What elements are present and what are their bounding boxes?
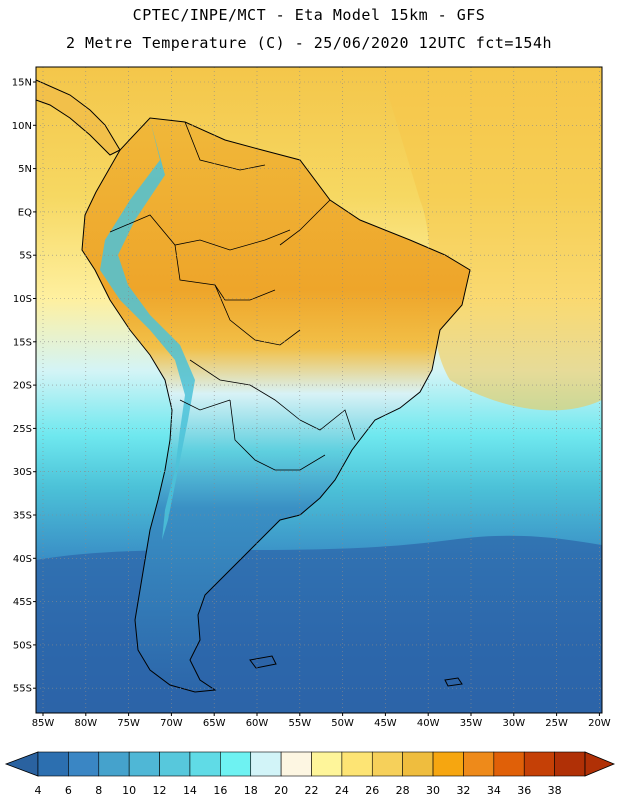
south-georgia <box>444 677 463 687</box>
colorbar-cell <box>493 751 525 777</box>
colorbar-label: 36 <box>517 784 531 797</box>
colorbar-cell <box>280 751 312 777</box>
longitude-label: 75W <box>117 718 140 729</box>
colorbar-label: 6 <box>65 784 72 797</box>
colorbar-label: 28 <box>396 784 410 797</box>
colorbar-cell <box>98 751 130 777</box>
colorbar-label: 20 <box>274 784 288 797</box>
colorbar-label: 38 <box>548 784 562 797</box>
colorbar-high-arrow <box>584 751 616 777</box>
colorbar-label: 10 <box>122 784 136 797</box>
country-borders <box>109 121 356 471</box>
latitude-label: 15N <box>12 78 32 89</box>
andes-cold-strip <box>100 120 195 540</box>
colorbar-label: 4 <box>35 784 42 797</box>
latitude-label: 45S <box>13 597 32 608</box>
colorbar-label: 18 <box>244 784 258 797</box>
longitude-label: 85W <box>32 718 55 729</box>
colorbar-cell <box>402 751 434 777</box>
falkland-islands <box>249 655 277 669</box>
colorbar-cell <box>311 751 343 777</box>
longitude-label: 25W <box>545 718 568 729</box>
longitude-label: 55W <box>288 718 311 729</box>
colorbar-cell <box>159 751 191 777</box>
colorbar-cell <box>432 751 464 777</box>
map-title: CPTEC/INPE/MCT - Eta Model 15km - GFS <box>132 6 486 24</box>
latitude-label: 30S <box>13 467 32 478</box>
colorbar-cell <box>523 751 555 777</box>
longitude-label: 80W <box>74 718 97 729</box>
colorbar-label: 16 <box>213 784 227 797</box>
latitude-labels: 15N 10N 5N EQ 5S 10S 15S 20S 25S 30S 35S 40S 45S 50S 5… <box>12 78 36 695</box>
colorbar-cell <box>371 751 403 777</box>
longitude-label: 65W <box>203 718 226 729</box>
latitude-label: 10N <box>12 121 32 132</box>
colorbar-cell <box>37 751 69 777</box>
latitude-label: 40S <box>13 554 32 565</box>
colorbar-cell <box>68 751 100 777</box>
colorbar-cell <box>189 751 221 777</box>
longitude-label: 40W <box>417 718 440 729</box>
colorbar-cell <box>250 751 282 777</box>
longitude-label: 70W <box>160 718 183 729</box>
longitude-label: 35W <box>460 718 483 729</box>
colorbar-cell <box>220 751 252 777</box>
longitude-labels: 85W 80W 75W 70W 65W 60W 55W 50W 45W 40W 35W 30W 25W 2… <box>32 713 611 729</box>
central-america <box>35 79 121 156</box>
latitude-label: 5S <box>19 251 32 262</box>
longitude-label: 45W <box>374 718 397 729</box>
longitude-label: 50W <box>331 718 354 729</box>
latitude-label: 10S <box>13 294 32 305</box>
colorbar-label: 22 <box>305 784 319 797</box>
cold-ocean-zone <box>36 535 602 713</box>
colorbar-label: 26 <box>365 784 379 797</box>
colorbar-labels: 4 6 8 10 12 14 16 18 20 22 24 26 28 30 32 34 36 38 <box>35 784 562 797</box>
colorbar-label: 24 <box>335 784 349 797</box>
latitude-label: 20S <box>13 381 32 392</box>
south-america-landmass <box>81 117 471 693</box>
latitude-label: 25S <box>13 424 32 435</box>
latitude-label: 35S <box>13 511 32 522</box>
longitude-label: 30W <box>502 718 525 729</box>
latitude-label: 5N <box>18 164 32 175</box>
colorbar-cell <box>463 751 495 777</box>
temperature-map: 15N 10N 5N EQ 5S 10S 15S 20S 25S 30S 35S 40S 45S 50S 5… <box>12 66 611 729</box>
colorbar-cell <box>554 751 586 777</box>
colorbar-label: 30 <box>426 784 440 797</box>
colorbar-label: 14 <box>183 784 197 797</box>
longitude-label: 60W <box>246 718 269 729</box>
colorbar-label: 8 <box>95 784 102 797</box>
colorbar-label: 32 <box>456 784 470 797</box>
colorbar-cell <box>128 751 160 777</box>
latitude-label: 55S <box>13 684 32 695</box>
colorbar-cell <box>341 751 373 777</box>
latitude-label: 15S <box>13 337 32 348</box>
colorbar-cells <box>37 751 586 777</box>
colorbar: 4 6 8 10 12 14 16 18 20 22 24 26 28 30 32 34 36 38 <box>4 751 616 797</box>
colorbar-label: 34 <box>487 784 501 797</box>
colorbar-low-arrow <box>4 751 39 777</box>
longitude-label: 20W <box>588 718 611 729</box>
map-subtitle: 2 Metre Temperature (C) - 25/06/2020 12U… <box>65 34 553 52</box>
latitude-label: EQ <box>18 207 32 218</box>
colorbar-label: 12 <box>153 784 167 797</box>
latitude-label: 50S <box>13 640 32 651</box>
